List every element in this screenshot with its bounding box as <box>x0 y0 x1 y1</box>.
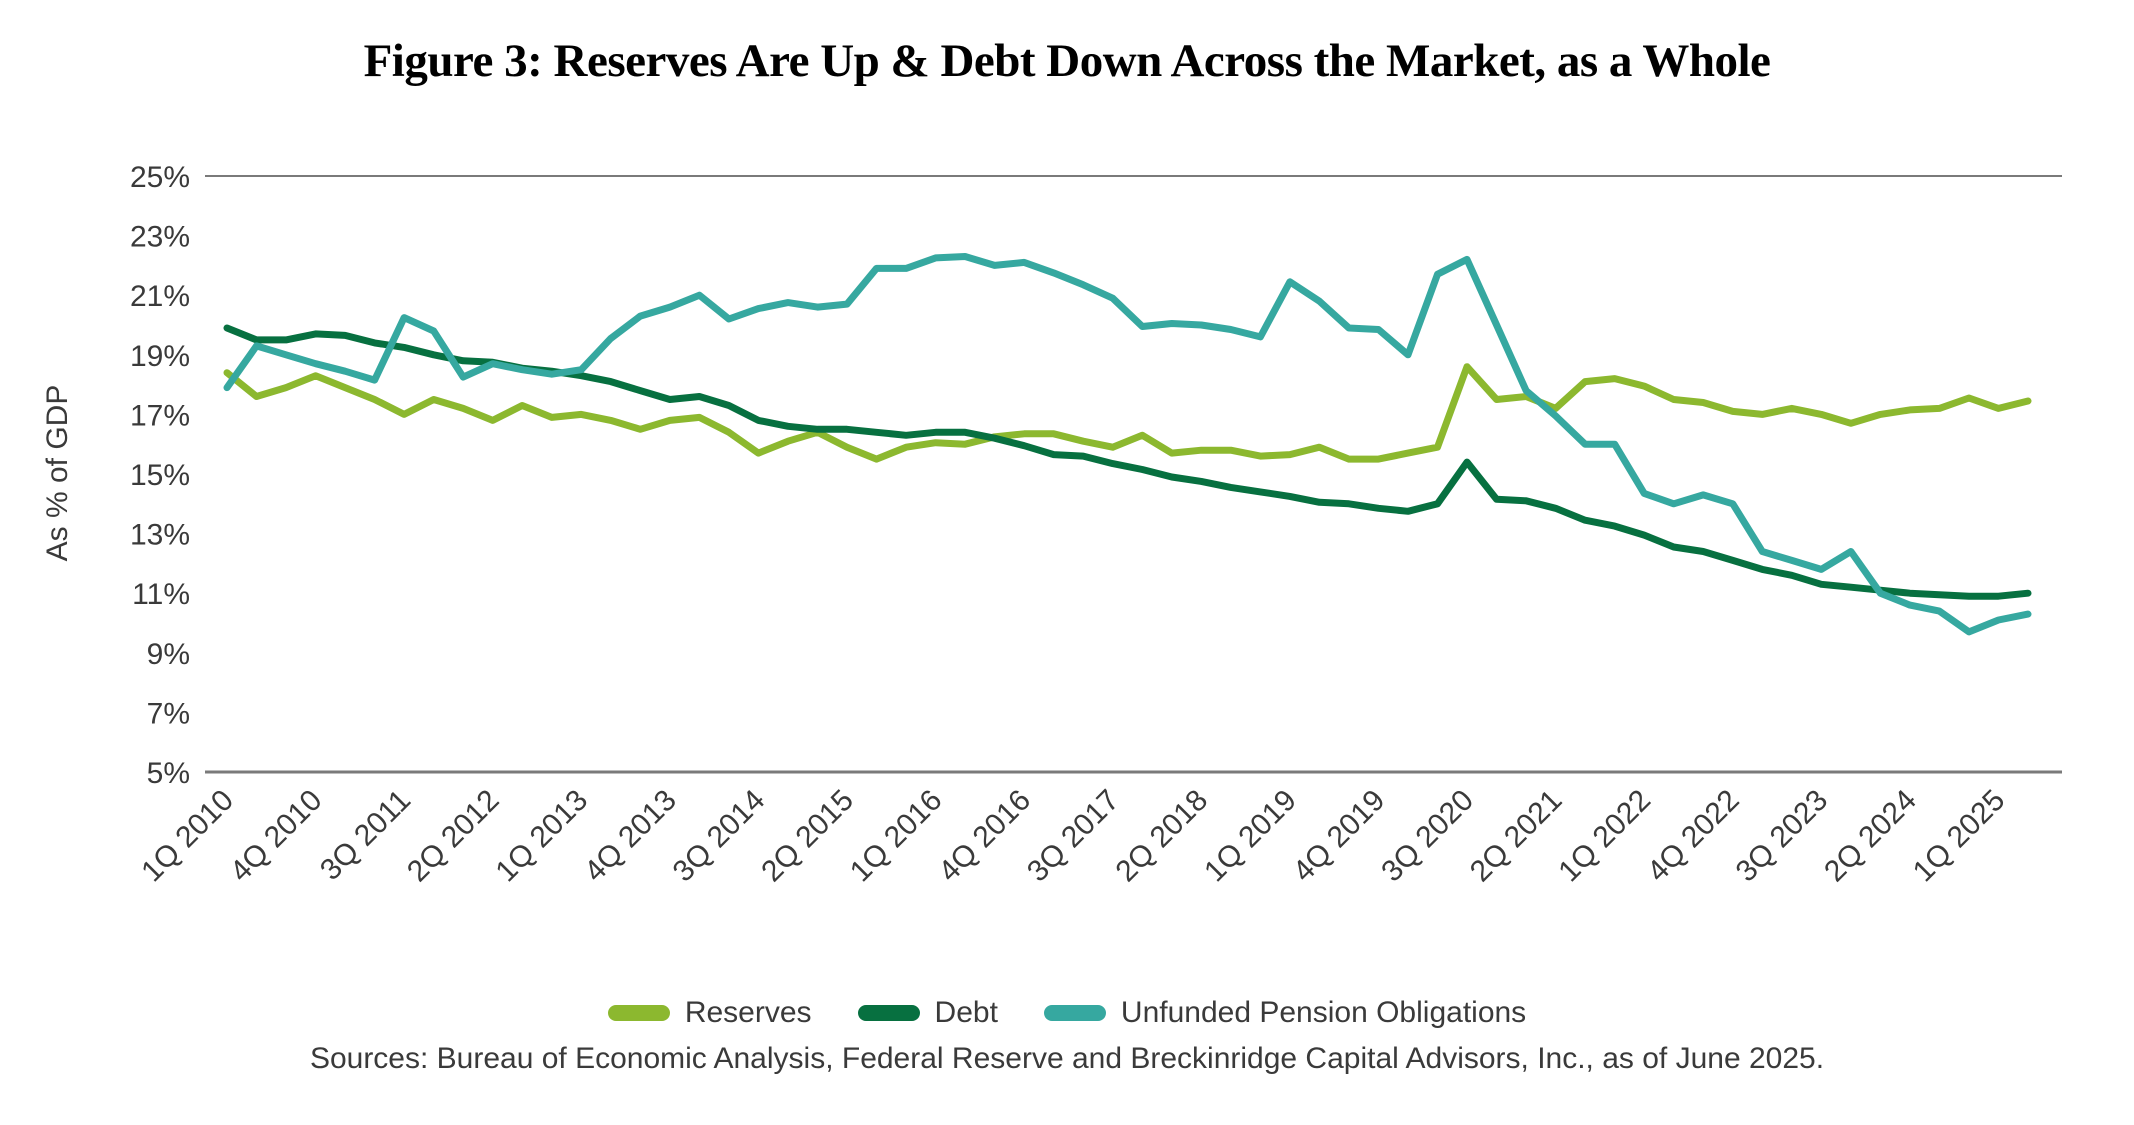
chart-legend: Reserves Debt Unfunded Pension Obligatio… <box>0 996 2134 1030</box>
legend-label-unfunded-pension-obligations: Unfunded Pension Obligations <box>1120 996 1527 1029</box>
y-tick-label: 19% <box>130 340 190 373</box>
x-tick-label: 4Q 2019 <box>1287 784 1392 889</box>
y-tick-label: 21% <box>130 280 190 313</box>
x-tick-label: 2Q 2024 <box>1818 784 1923 889</box>
chart-title: Figure 3: Reserves Are Up & Debt Down Ac… <box>363 35 1771 87</box>
y-tick-label: 11% <box>132 578 190 611</box>
x-tick-label: 1Q 2010 <box>135 784 240 889</box>
x-tick-label: 4Q 2022 <box>1641 784 1746 889</box>
x-tick-label: 1Q 2019 <box>1198 784 1303 889</box>
y-tick-label: 25% <box>130 161 190 194</box>
y-tick-label: 7% <box>147 697 190 730</box>
series-line-reserves <box>223 363 2032 463</box>
legend-item-unfunded-pension-obligations: Unfunded Pension Obligations <box>1043 996 1527 1030</box>
legend-label-debt: Debt <box>934 996 998 1029</box>
x-tick-label: 4Q 2013 <box>578 784 683 889</box>
x-tick-label: 2Q 2021 <box>1464 784 1569 889</box>
x-tick-label: 2Q 2015 <box>755 784 860 889</box>
x-tick-label: 3Q 2020 <box>1375 784 1480 889</box>
legend-label-reserves: Reserves <box>684 996 812 1029</box>
x-tick-label: 3Q 2017 <box>1021 784 1126 889</box>
y-tick-label: 5% <box>147 757 190 790</box>
x-tick-label: 3Q 2023 <box>1730 784 1835 889</box>
series-line-debt <box>223 324 2032 600</box>
x-tick-label: 2Q 2018 <box>1110 784 1215 889</box>
x-tick-label: 1Q 2022 <box>1552 784 1657 889</box>
legend-item-reserves: Reserves <box>607 996 812 1030</box>
y-tick-label: 17% <box>130 399 190 432</box>
x-tick-label: 3Q 2014 <box>667 784 772 889</box>
unfunded-pension-obligations-color-swatch <box>1043 1005 1106 1021</box>
sources-note: Sources: Bureau of Economic Analysis, Fe… <box>309 1042 1825 1075</box>
y-tick-label: 15% <box>130 459 190 492</box>
legend-item-debt: Debt <box>857 996 998 1030</box>
x-tick-label: 1Q 2016 <box>844 784 949 889</box>
debt-color-swatch <box>857 1005 920 1021</box>
reserves-color-swatch <box>607 1005 670 1021</box>
x-tick-label: 4Q 2010 <box>224 784 329 889</box>
x-tick-label: 4Q 2016 <box>932 784 1037 889</box>
series-line-unfunded-pension-obligations <box>223 253 2032 636</box>
y-tick-label: 23% <box>130 221 190 254</box>
y-tick-label: 9% <box>147 638 190 671</box>
x-tick-label: 1Q 2025 <box>1907 784 2012 889</box>
y-tick-label: 13% <box>130 519 190 552</box>
x-tick-label: 1Q 2013 <box>490 784 595 889</box>
x-tick-label: 2Q 2012 <box>401 784 506 889</box>
x-tick-label: 3Q 2011 <box>314 784 417 887</box>
